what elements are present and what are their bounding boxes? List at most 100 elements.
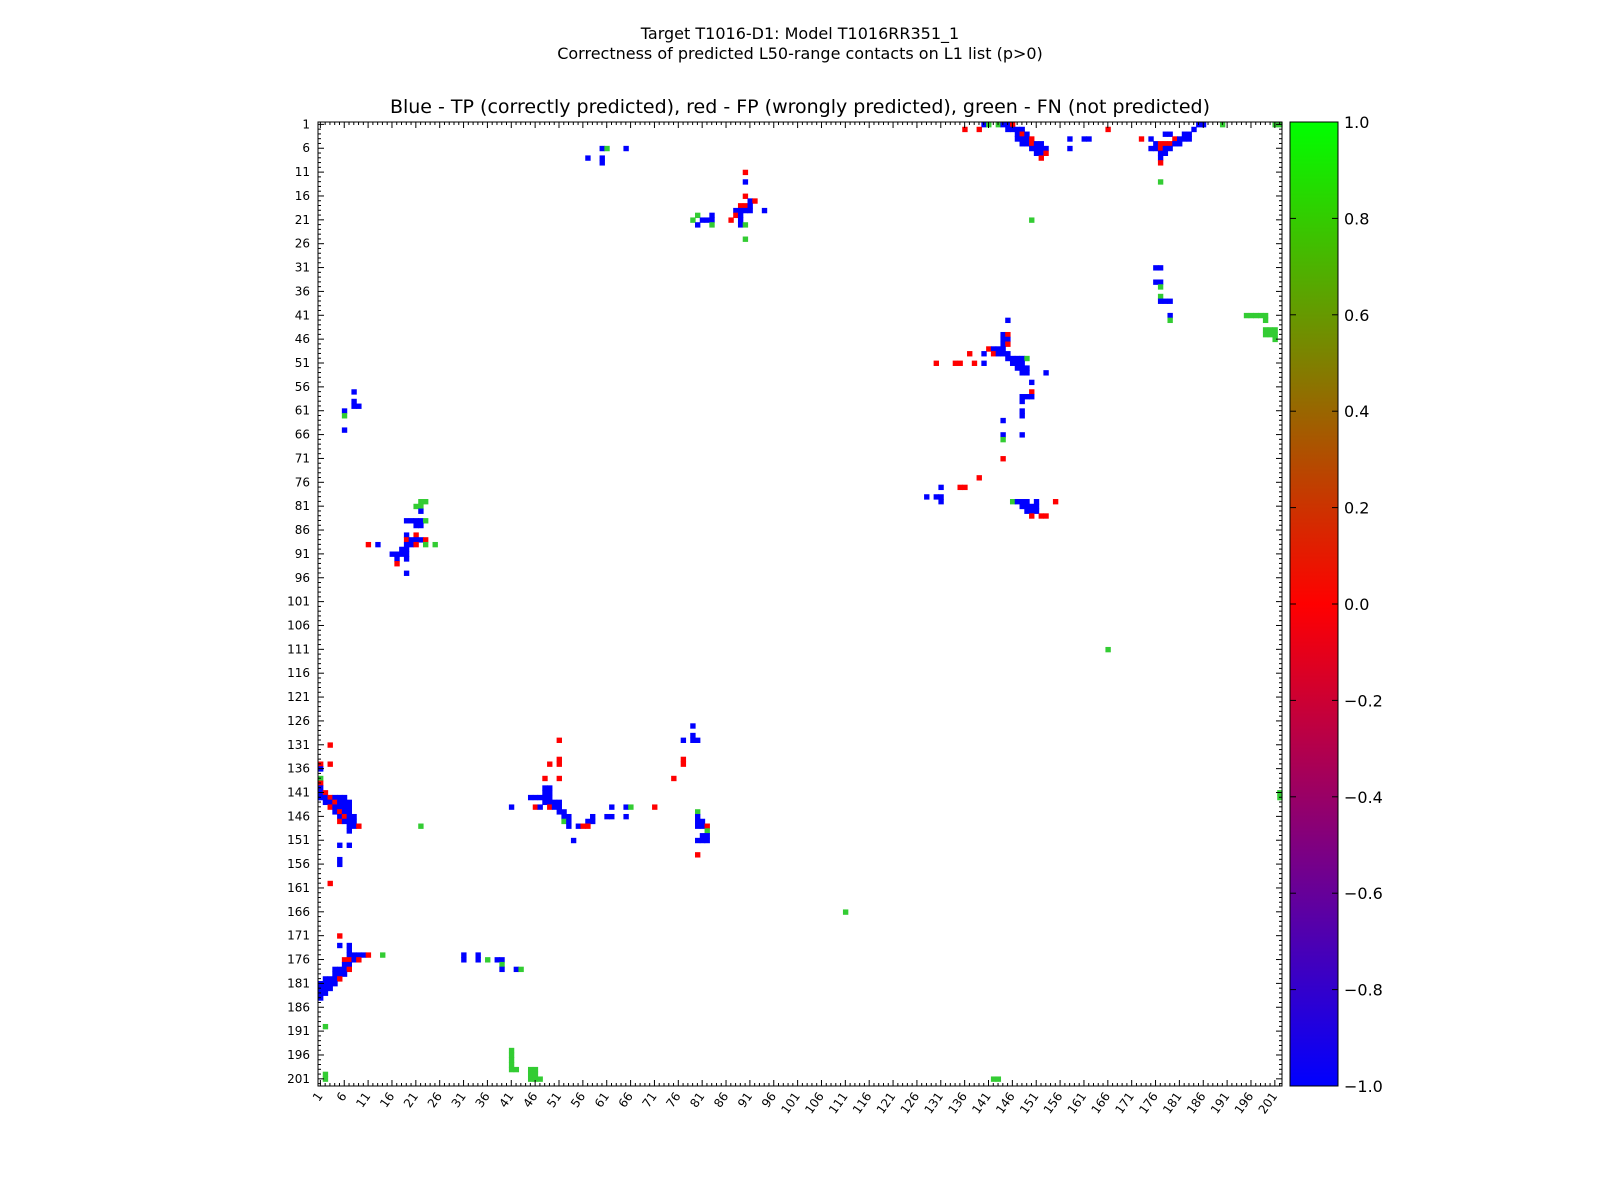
chart-title: Blue - TP (correctly predicted), red - F…	[389, 96, 1211, 118]
contact-cell-tp	[990, 346, 997, 352]
contact-cell-tp	[542, 785, 548, 791]
contact-cell-tp	[341, 961, 348, 968]
contact-cell-fp	[337, 818, 343, 825]
x-tick-label: 181	[1160, 1090, 1185, 1117]
contact-cell-tp	[1167, 312, 1173, 319]
contact-cell-fn	[1248, 312, 1254, 319]
contact-cell-tp	[346, 818, 352, 825]
contact-cell-tp	[1162, 150, 1169, 156]
contact-cell-fn	[422, 541, 429, 548]
contact-cell-tp	[351, 818, 357, 825]
contact-cell-tp	[1009, 355, 1016, 362]
contact-cell-tp	[337, 971, 343, 977]
contact-cell-fp	[1052, 499, 1059, 505]
x-tick-label: 56	[568, 1090, 588, 1111]
contact-cell-tp	[695, 823, 701, 829]
contact-cell-tp	[570, 837, 577, 844]
contact-cell-tp	[566, 818, 572, 825]
contact-cell-fp	[585, 823, 591, 829]
contact-cell-fn	[742, 236, 749, 242]
contact-cell-tp	[604, 813, 610, 820]
contact-cell-tp	[537, 804, 543, 810]
contact-cell-fn	[1105, 646, 1111, 653]
contact-cell-tp	[1029, 379, 1035, 386]
contact-cell-fp	[365, 541, 372, 548]
contact-cell-tp	[322, 990, 329, 996]
contact-cell-tp	[394, 556, 400, 562]
contact-cell-fn	[1157, 284, 1164, 290]
contact-cell-tp	[1157, 279, 1164, 285]
contact-cell-tp	[356, 952, 362, 958]
contact-cell-fn	[1262, 317, 1269, 324]
contact-cell-tp	[561, 813, 567, 820]
contact-cell-tp	[542, 790, 548, 796]
contact-cell-fn	[422, 499, 429, 505]
y-tick-label: 56	[295, 380, 310, 394]
contact-cell-tp	[399, 551, 405, 557]
y-tick-label: 51	[295, 356, 310, 370]
contact-cell-tp	[327, 981, 333, 987]
y-tick-label: 81	[295, 499, 310, 513]
contact-cell-fp	[933, 360, 939, 366]
y-tick-label: 181	[287, 976, 310, 990]
y-tick-label: 111	[287, 642, 310, 656]
contact-cell-fn	[341, 413, 348, 419]
contact-cell-tp	[1153, 265, 1159, 271]
contact-cell-tp	[1038, 145, 1044, 152]
contact-cell-fn	[1267, 327, 1274, 333]
contact-cell-tp	[413, 518, 419, 524]
contact-cell-tp	[575, 823, 582, 829]
contact-cell-tp	[1014, 365, 1021, 371]
contact-cell-fp	[327, 761, 333, 767]
contact-cell-tp	[933, 494, 939, 500]
contact-cell-fp	[737, 203, 744, 209]
contact-cell-tp	[499, 966, 505, 973]
contact-cell-tp	[590, 818, 596, 825]
contact-cell-fn	[527, 1071, 534, 1078]
contact-cell-tp	[699, 217, 706, 223]
contact-cell-fp	[556, 775, 562, 782]
contact-cell-fn	[1272, 331, 1278, 338]
contact-cell-tp	[556, 809, 562, 815]
contact-cell-fn	[1009, 499, 1016, 505]
contact-cell-fp	[1138, 136, 1145, 142]
contact-cell-tp	[499, 957, 505, 963]
contact-cell-tp	[1191, 126, 1197, 133]
contact-cell-tp	[1086, 136, 1092, 142]
contact-cell-fp	[337, 933, 343, 939]
contact-cell-tp	[527, 794, 534, 801]
contact-cell-tp	[332, 809, 338, 815]
contact-cell-fp	[547, 761, 553, 767]
contact-cell-tp	[513, 966, 520, 973]
x-tick-label: 26	[425, 1090, 445, 1111]
contact-cell-tp	[403, 551, 410, 557]
contact-cell-fn	[518, 966, 524, 973]
contact-cell-tp	[403, 532, 410, 538]
contact-cell-tp	[1033, 508, 1040, 514]
contact-cell-tp	[337, 966, 343, 973]
contact-cell-fn	[1029, 217, 1035, 223]
x-tick-label: 61	[592, 1090, 612, 1111]
contact-cell-tp	[566, 823, 572, 829]
contact-cell-fn	[1167, 317, 1173, 324]
contact-cell-tp	[346, 952, 352, 958]
contact-cell-fn	[742, 222, 749, 228]
y-tick-label: 186	[287, 1000, 310, 1014]
y-tick-label: 141	[287, 786, 310, 800]
y-tick-label: 136	[287, 762, 310, 776]
contact-cell-fp	[337, 809, 343, 815]
contact-cell-tp	[1067, 145, 1073, 152]
contact-cell-fp	[327, 794, 333, 801]
colorbar-tick-label: 0.8	[1344, 209, 1369, 228]
y-tick-label: 71	[295, 451, 310, 465]
contact-cell-tp	[322, 976, 329, 982]
contact-cell-tp	[623, 145, 629, 152]
contact-cell-fn	[604, 145, 610, 152]
contact-cell-tp	[747, 207, 753, 214]
contact-cell-fp	[976, 475, 982, 481]
colorbar-tick-label: −0.6	[1344, 884, 1383, 903]
contact-cell-tp	[322, 981, 329, 987]
contact-cell-tp	[1014, 126, 1021, 133]
contact-cell-tp	[346, 799, 352, 806]
